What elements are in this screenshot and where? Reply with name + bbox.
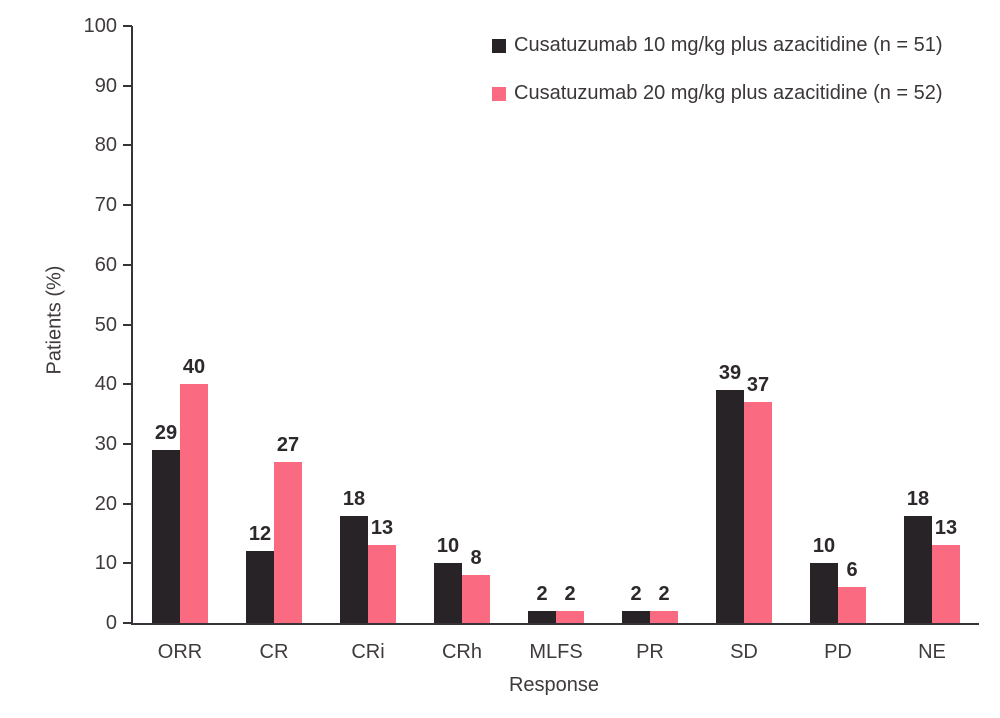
y-axis-tick [123, 25, 132, 27]
y-axis-tick [123, 442, 132, 445]
value-label: 40 [182, 356, 206, 379]
y-axis-tick [123, 204, 132, 207]
value-label: 37 [746, 374, 770, 397]
value-label: 2 [564, 583, 576, 606]
bar-ne-series1 [904, 515, 932, 623]
y-tick-label: 20 [94, 492, 117, 515]
y-axis-tick [123, 622, 132, 624]
y-tick-label: 30 [94, 432, 117, 455]
x-tick-label: CR [259, 641, 289, 663]
y-axis-tick [123, 263, 132, 266]
y-axis-tick [123, 502, 132, 505]
y-tick-label: 10 [94, 552, 117, 575]
y-axis-tick [123, 144, 132, 147]
y-tick-label: 100 [83, 15, 117, 37]
value-label: 10 [812, 535, 836, 558]
legend-label-series2: Cusatuzumab 20 mg/kg plus azacitidine (n… [514, 82, 943, 104]
value-label: 2 [536, 583, 548, 606]
legend-swatch-series1-icon [492, 38, 506, 53]
y-axis-tick [123, 84, 132, 87]
value-label: 18 [906, 487, 930, 510]
legend-label-series1: Cusatuzumab 10 mg/kg plus azacitidine (n… [514, 34, 943, 56]
bar-mlfs-series2 [556, 611, 584, 623]
legend-item-series2: Cusatuzumab 20 mg/kg plus azacitidine (n… [492, 82, 943, 105]
bar-pd-series1 [810, 563, 838, 623]
value-label: 29 [154, 421, 178, 444]
y-tick-label: 90 [94, 74, 117, 97]
bar-crh-series2 [462, 575, 490, 623]
y-tick-label: 40 [94, 373, 117, 396]
legend-item-series1: Cusatuzumab 10 mg/kg plus azacitidine (n… [492, 34, 943, 57]
value-label: 8 [470, 547, 482, 570]
bar-pd-series2 [838, 587, 866, 623]
y-tick-label: 0 [105, 612, 117, 634]
bar-sd-series1 [716, 390, 744, 623]
bar-pr-series2 [650, 611, 678, 623]
x-tick-label: MLFS [529, 641, 583, 663]
value-label: 12 [248, 523, 272, 546]
bar-ne-series2 [932, 545, 960, 623]
y-tick-label: 50 [94, 313, 117, 336]
y-tick-label: 70 [94, 194, 117, 217]
x-tick-label: CRi [351, 641, 385, 663]
value-label: 27 [276, 433, 300, 456]
value-label: 2 [658, 583, 670, 606]
value-label: 6 [846, 559, 858, 582]
bar-cr-series1 [246, 551, 274, 623]
y-axis-title: Patients (%) [43, 265, 66, 375]
value-label: 2 [630, 583, 642, 606]
bar-cri-series1 [340, 515, 368, 623]
bar-orr-series2 [180, 384, 208, 623]
x-tick-label: CRh [441, 641, 482, 663]
bar-pr-series1 [622, 611, 650, 623]
y-tick-label: 80 [94, 134, 117, 157]
x-tick-label: PR [636, 641, 664, 663]
legend-swatch-series2-icon [492, 86, 506, 101]
bar-cr-series2 [274, 461, 302, 623]
x-axis-title: Response [508, 674, 600, 696]
bar-crh-series1 [434, 563, 462, 623]
bar-sd-series2 [744, 402, 772, 623]
plot-area: 0 10 20 30 40 50 60 70 80 90 100 29 40 ORR 12 27 CR 18 13 C… [84, 15, 979, 663]
value-label: 39 [718, 362, 742, 385]
legend: Cusatuzumab 10 mg/kg plus azacitidine (n… [492, 34, 943, 105]
bar-orr-series1 [152, 449, 180, 623]
value-label: 10 [436, 535, 460, 558]
x-tick-label: SD [730, 641, 758, 663]
value-label: 13 [934, 517, 958, 540]
y-tick-label: 60 [94, 253, 117, 276]
bar-mlfs-series1 [528, 611, 556, 623]
x-tick-label: NE [918, 641, 946, 663]
x-tick-label: PD [824, 641, 852, 663]
y-axis-tick [123, 323, 132, 326]
bar-cri-series2 [368, 545, 396, 623]
value-label: 18 [342, 487, 366, 510]
value-label: 13 [370, 517, 394, 540]
x-tick-label: ORR [157, 641, 203, 663]
y-axis-tick [123, 383, 132, 386]
y-axis-tick [123, 562, 132, 565]
